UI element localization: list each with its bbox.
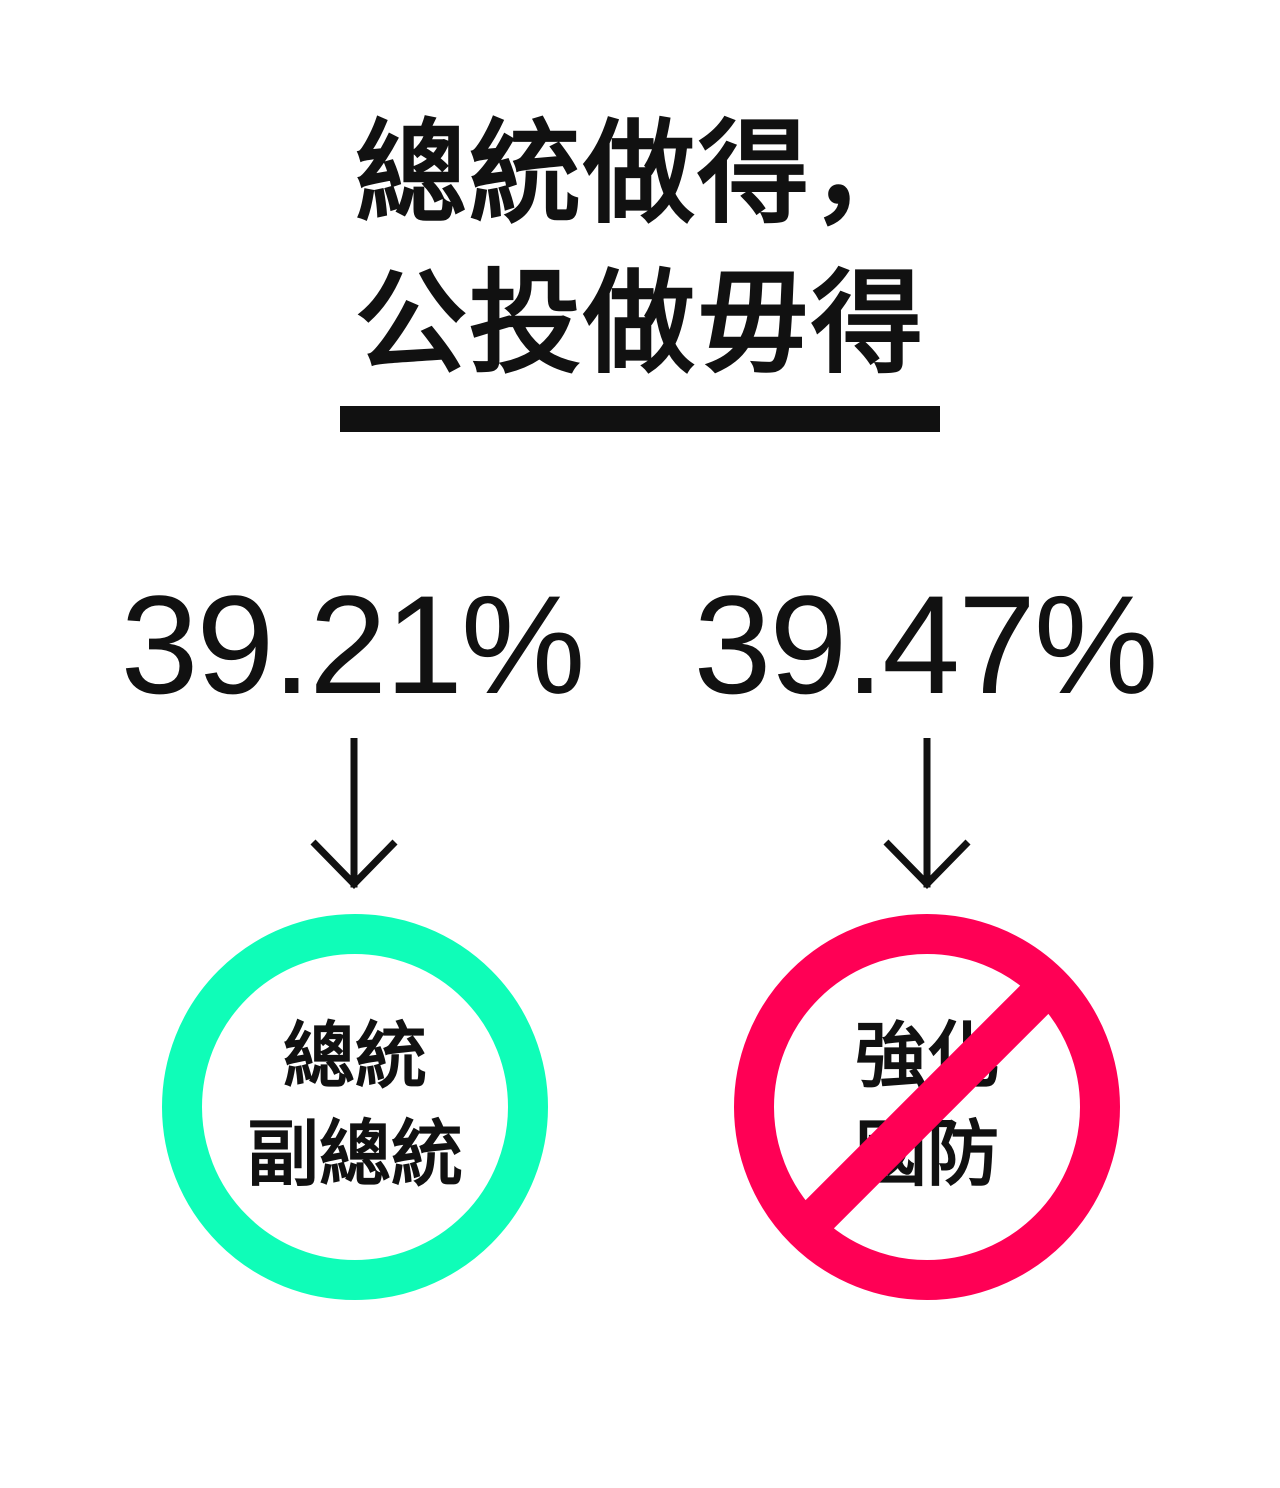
right-percentage: 39.47% [693, 566, 1159, 723]
down-arrow-icon [883, 738, 971, 890]
approved-circle: 總統 副總統 [161, 913, 549, 1301]
left-percentage: 39.21% [120, 566, 586, 723]
left-circle-label-1: 總統 [282, 1013, 427, 1098]
left-circle-label-2: 副總統 [246, 1111, 463, 1196]
ring-icon [734, 914, 1120, 1300]
down-arrow-icon [310, 738, 398, 890]
headline-line-1: 總統做得， [355, 108, 925, 239]
headline-underline [340, 406, 940, 432]
headline-line-2: 公投做毋得 [355, 258, 925, 389]
prohibited-circle: 強化 國防 [733, 913, 1121, 1301]
ring-icon [162, 914, 548, 1300]
prohibition-icon [792, 972, 1062, 1242]
